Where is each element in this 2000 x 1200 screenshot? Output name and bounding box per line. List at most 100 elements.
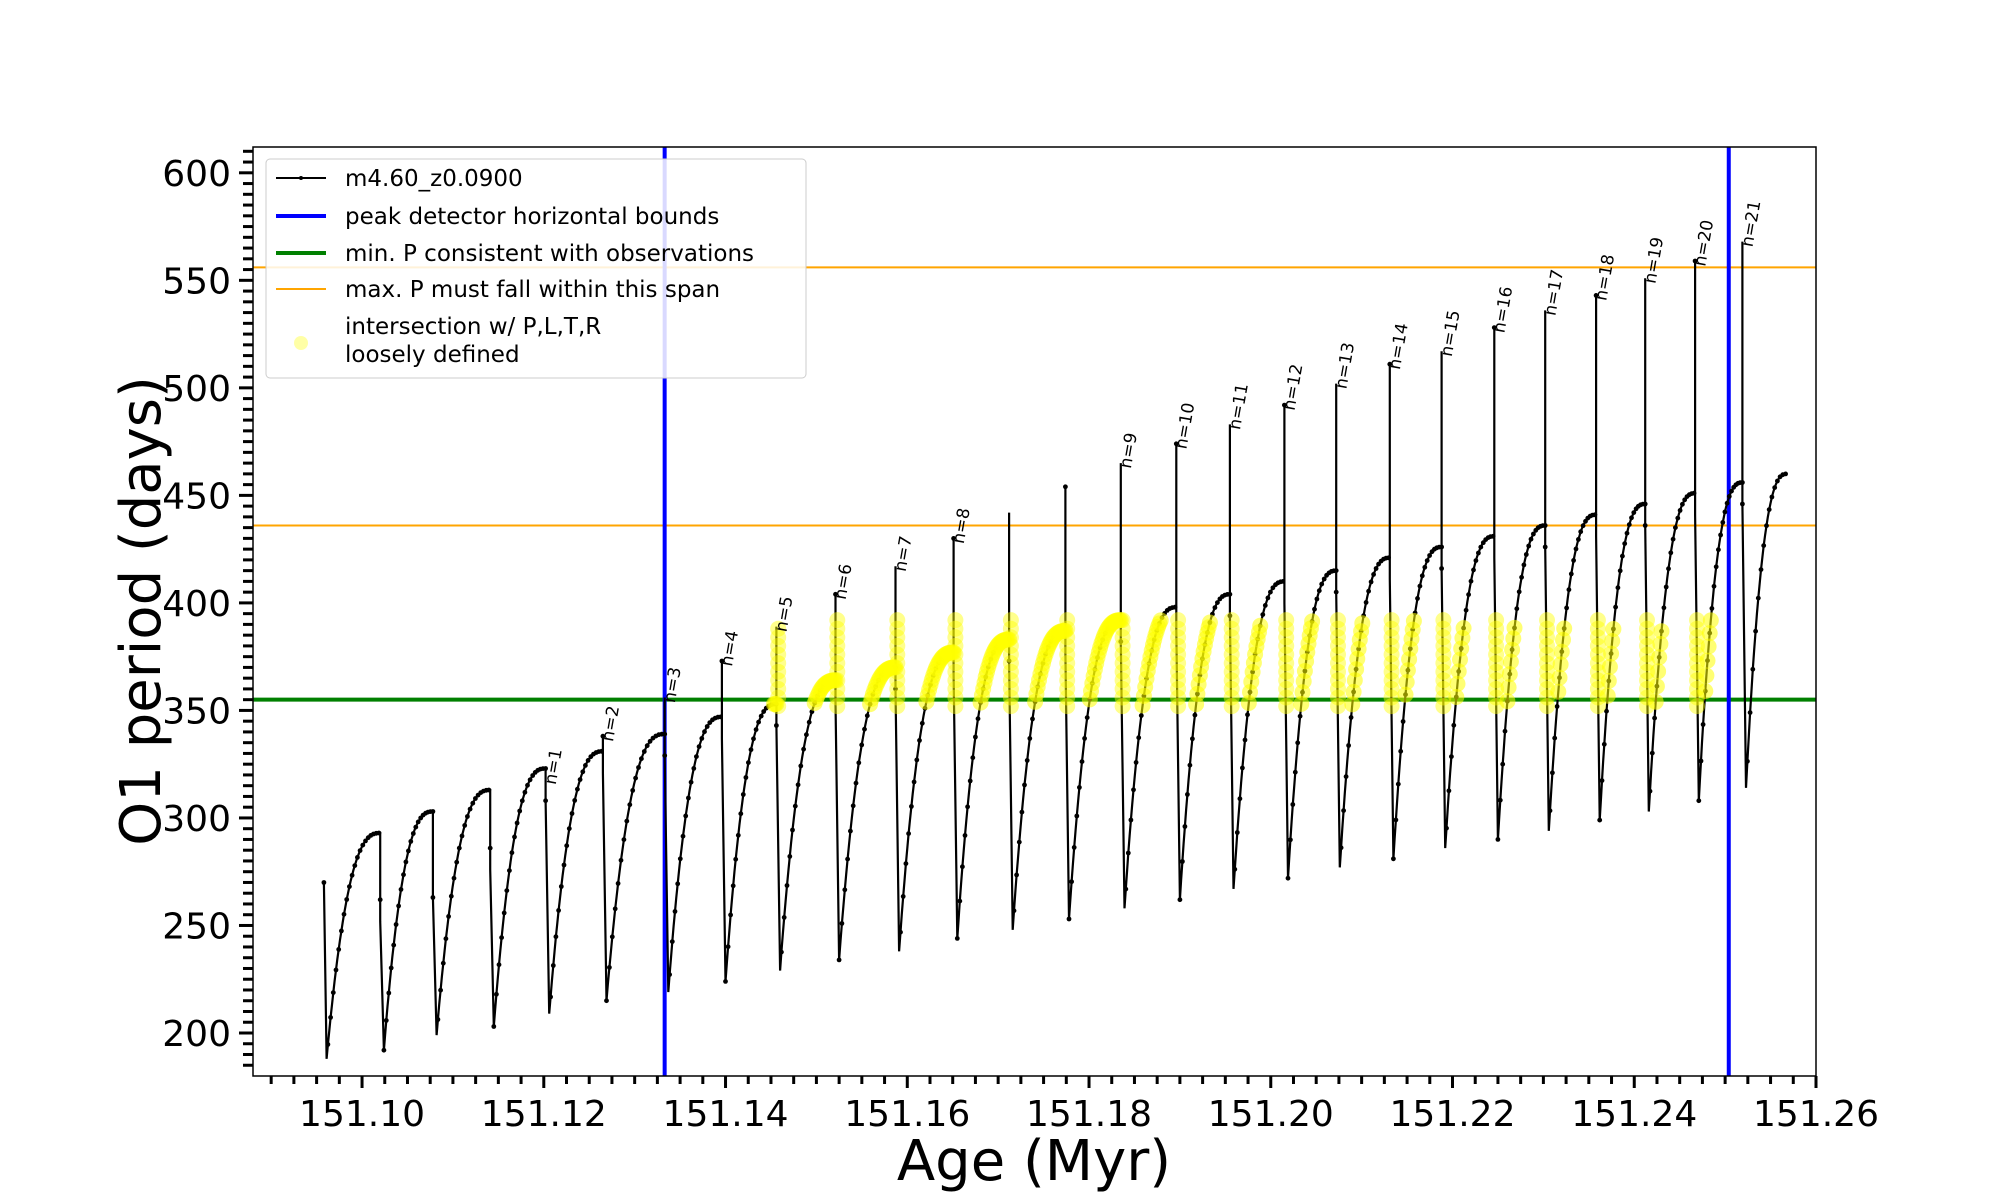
track-point (341, 911, 347, 917)
track-point (501, 910, 507, 916)
track-point (725, 944, 731, 950)
intersection-point (1435, 663, 1452, 680)
track-point (1764, 523, 1769, 529)
intersection-point (1223, 672, 1240, 689)
track-point (1652, 715, 1657, 721)
track-point (403, 859, 409, 865)
track-point (1316, 588, 1322, 594)
intersection-point (1059, 629, 1076, 646)
track-point (1542, 544, 1548, 550)
intersection-point (1589, 646, 1606, 663)
intersection-point (1701, 625, 1718, 642)
intersection-point (947, 663, 964, 680)
track-point (1578, 529, 1584, 535)
track-point (572, 798, 578, 803)
track-point (1516, 589, 1522, 595)
track-point (504, 888, 510, 893)
x-axis-label: Age (Myr) (897, 1129, 1171, 1194)
legend-entry-track: m4.60_z0.0900 (276, 166, 523, 192)
track-point (1696, 798, 1702, 804)
intersection-point (1383, 646, 1400, 663)
track-point (438, 987, 443, 993)
peak-label: n=5 (772, 595, 798, 634)
intersection-point (1383, 698, 1400, 715)
track-point (1333, 589, 1339, 595)
track-point (833, 591, 838, 597)
track-point (550, 963, 556, 968)
track-point (914, 757, 920, 763)
intersection-point (889, 655, 906, 672)
track-point (1427, 553, 1432, 558)
intersection-point (889, 672, 906, 689)
track-point (1521, 562, 1527, 568)
track-point (413, 824, 419, 830)
track-point (1173, 441, 1179, 447)
x-tick-label: 151.18 (1026, 1094, 1152, 1135)
track-point (804, 732, 809, 738)
intersection-point (1059, 637, 1076, 654)
intersection-point (1223, 680, 1240, 697)
track-point (1268, 589, 1273, 595)
track-point (1491, 325, 1497, 330)
intersection-point (1599, 687, 1616, 704)
intersection-point (1539, 629, 1555, 646)
track-point (1118, 639, 1124, 644)
intersection-point (1002, 646, 1019, 663)
track-point (1680, 501, 1685, 507)
intersection-point (1448, 689, 1465, 705)
peak-labels: n=1n=2n=3n=4n=5n=6n=7n=8n=9 n=10 n=11 n=12 n… (541, 199, 1766, 786)
intersection-point (1278, 698, 1295, 715)
track-point (1077, 785, 1082, 790)
intersection-point (1330, 637, 1346, 654)
legend-label-maxp: max. P must fall within this span (345, 277, 720, 303)
intersection-point (1697, 683, 1714, 700)
track-point (1022, 782, 1027, 788)
intersection-point (829, 698, 846, 715)
peak-label: n=19 (1640, 236, 1668, 285)
intersection-point (1488, 672, 1505, 689)
intersection-point (1539, 672, 1555, 689)
track-point (1444, 825, 1449, 831)
intersection-point (1488, 655, 1505, 672)
track-point (633, 775, 638, 781)
track-point (548, 994, 553, 1000)
track-point (330, 990, 336, 995)
track-point (615, 881, 621, 886)
track-point (527, 777, 533, 783)
track-point (903, 861, 909, 866)
y-tick-label: 300 (162, 799, 231, 840)
x-tick-label: 151.16 (844, 1094, 970, 1135)
track-point (842, 887, 848, 893)
track-point (647, 738, 653, 744)
track-point (357, 848, 363, 853)
track-point (1718, 532, 1723, 538)
intersection-point (1589, 620, 1606, 637)
track-point (1439, 544, 1444, 550)
intersection-point (1589, 629, 1606, 646)
track-point (845, 856, 850, 862)
track-point (733, 856, 739, 862)
track-point (1366, 588, 1371, 594)
track-point (1666, 566, 1671, 572)
intersection-point (1170, 637, 1187, 654)
track-point (1006, 658, 1012, 664)
intersection-point (1405, 613, 1422, 629)
intersection-point (1114, 620, 1131, 637)
intersection-point (1605, 621, 1622, 637)
track-point (636, 765, 641, 770)
intersection-point (1330, 689, 1346, 706)
track-point (1668, 550, 1674, 556)
peak-label: n=15 (1437, 309, 1465, 358)
track-point (790, 827, 795, 833)
intersection-point (1502, 653, 1519, 670)
x-tick-label: 151.10 (299, 1094, 425, 1135)
intersection-point (1330, 672, 1346, 689)
intersection-point (1539, 620, 1555, 637)
intersection-point (770, 689, 787, 706)
track-point (1745, 758, 1750, 764)
track-point (1338, 845, 1344, 851)
legend-label-track: m4.60_z0.0900 (345, 166, 523, 192)
intersection-point (1435, 672, 1452, 689)
track-point (1724, 500, 1730, 506)
track-point (1631, 510, 1637, 515)
